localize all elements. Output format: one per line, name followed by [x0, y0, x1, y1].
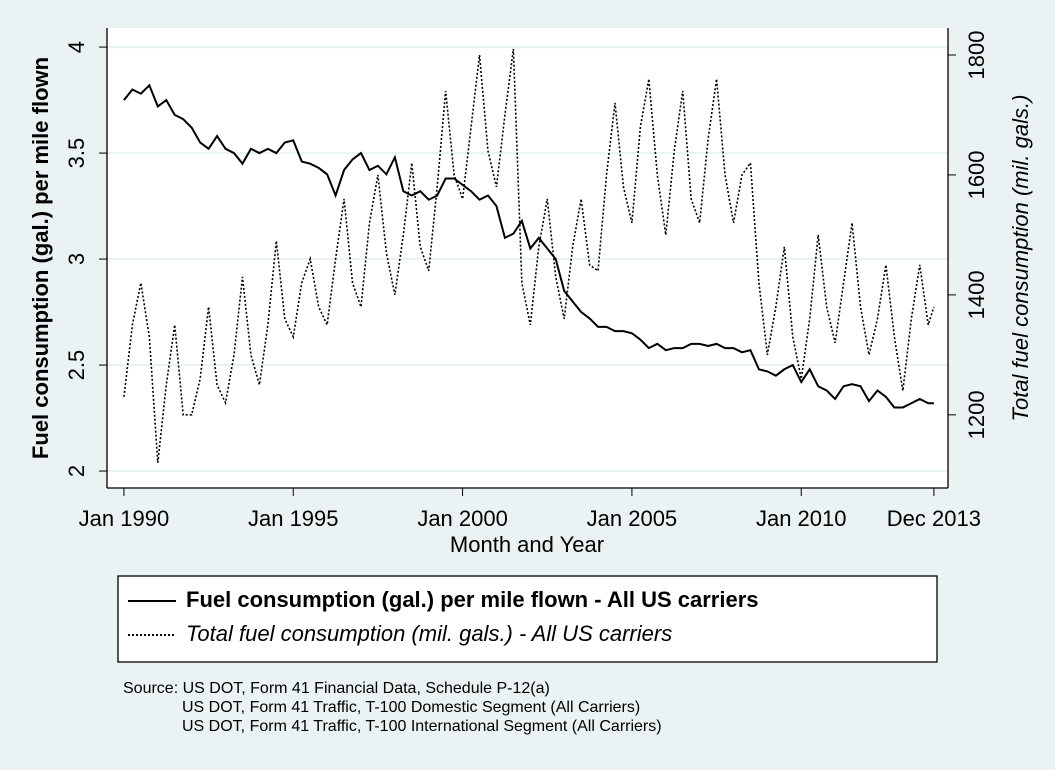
series-line: [123, 48, 935, 463]
source-note: Source: US DOT, Form 41 Financial Data, …: [123, 680, 550, 697]
y2-axis-title: Total fuel consumption (mil. gals.): [1008, 95, 1033, 422]
y2-tick-label: 1200: [964, 390, 989, 439]
x-tick-label: Jan 1990: [79, 506, 170, 531]
lines: [123, 48, 935, 463]
x-tick-label: Jan 1995: [248, 506, 339, 531]
x-tick-label: Jan 2000: [417, 506, 508, 531]
x-tick-label: Jan 2005: [587, 506, 678, 531]
x-tick-label: Dec 2013: [887, 506, 981, 531]
x-axis-title: Month and Year: [450, 532, 604, 557]
ticks: 2 2.5 3 3.5 4 1200 1400 1600 1800 Jan 1990 Jan 199…: [64, 31, 989, 531]
source-note: US DOT, Form 41 Traffic, T-100 Domestic …: [182, 699, 640, 716]
legend-label: Fuel consumption (gal.) per mile flown -…: [186, 587, 759, 612]
y-tick-label: 4: [64, 41, 89, 53]
y-axis-title: Fuel consumption (gal.) per mile flown: [28, 57, 53, 459]
legend-label: Total fuel consumption (mil. gals.) - Al…: [186, 621, 672, 646]
y-tick-label: 2: [64, 465, 89, 477]
source-note: US DOT, Form 41 Traffic, T-100 Internati…: [182, 718, 662, 735]
y2-tick-label: 1600: [964, 150, 989, 199]
y2-tick-label: 1800: [964, 31, 989, 80]
y-tick-label: 3: [64, 253, 89, 265]
grid: [107, 46, 948, 473]
plot-area: [107, 28, 948, 488]
legend: [117, 575, 938, 663]
y-tick-label: 3.5: [64, 138, 89, 169]
legend-entries: Fuel consumption (gal.) per mile flown -…: [128, 587, 759, 646]
y-tick-label: 2.5: [64, 350, 89, 381]
x-tick-label: Jan 2010: [756, 506, 847, 531]
y2-tick-label: 1400: [964, 270, 989, 319]
series-line: [123, 83, 934, 409]
